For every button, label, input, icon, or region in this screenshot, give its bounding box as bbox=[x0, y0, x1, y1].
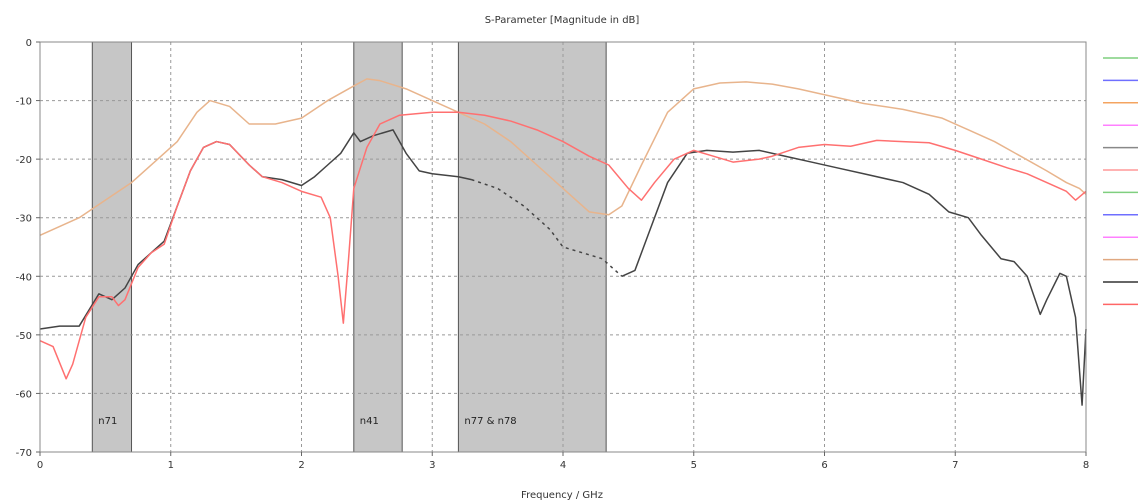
chart-title: S-Parameter [Magnitude in dB] bbox=[485, 15, 640, 26]
x-tick-label-5: 5 bbox=[691, 460, 697, 471]
band-1 bbox=[353, 41, 403, 453]
y-tick-label-3: -30 bbox=[16, 214, 32, 225]
series-2 bbox=[39, 111, 1087, 380]
x-tick-label-0: 0 bbox=[37, 460, 43, 471]
series-0 bbox=[39, 78, 1087, 236]
y-tick-label-6: -60 bbox=[16, 389, 32, 400]
band-label-0: n71 bbox=[98, 416, 117, 427]
x-tick-label-2: 2 bbox=[298, 460, 304, 471]
axis-ticks: 0 1 2 3 4 5 6 7 8 0 -10 -20 -30 -40 -50 -60 -70 bbox=[16, 38, 1090, 471]
y-tick-label-7: -70 bbox=[16, 448, 32, 459]
y-tick-label-2: -20 bbox=[16, 155, 32, 166]
series-1-segment-1 bbox=[471, 178, 623, 277]
band-0 bbox=[91, 41, 133, 453]
x-tick-label-4: 4 bbox=[560, 460, 566, 471]
legend bbox=[1103, 57, 1138, 306]
y-tick-label-5: -50 bbox=[16, 331, 32, 342]
y-tick-label-0: 0 bbox=[26, 38, 32, 49]
series-1-segment-2 bbox=[621, 149, 1087, 406]
band-label-2: n77 & n78 bbox=[464, 416, 516, 427]
band-2 bbox=[457, 41, 607, 453]
x-tick-label-3: 3 bbox=[429, 460, 435, 471]
x-tick-label-8: 8 bbox=[1083, 460, 1089, 471]
band-label-1: n41 bbox=[360, 416, 379, 427]
x-tick-label-6: 6 bbox=[821, 460, 827, 471]
y-tick-label-1: -10 bbox=[16, 97, 32, 108]
frequency-bands: n71 n41 n77 & n78 bbox=[91, 41, 607, 453]
x-tick-label-7: 7 bbox=[952, 460, 958, 471]
series-lines bbox=[39, 78, 1087, 406]
x-axis-label: Frequency / GHz bbox=[521, 490, 603, 501]
x-tick-label-1: 1 bbox=[168, 460, 174, 471]
grid bbox=[40, 42, 1086, 452]
y-tick-label-4: -40 bbox=[16, 272, 32, 283]
